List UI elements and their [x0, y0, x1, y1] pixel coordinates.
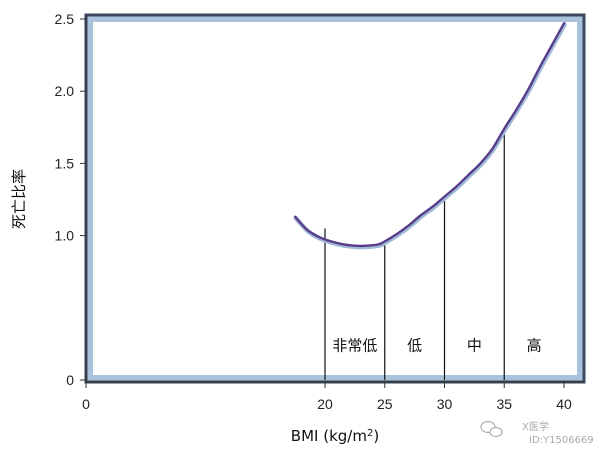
x-tick-label-30: 30: [437, 396, 453, 412]
y-tick-label-1.5: 1.5: [55, 155, 75, 171]
y-tick-label-1.0: 1.0: [55, 228, 75, 244]
y-axis-title: 死亡比率: [10, 169, 28, 229]
y-tick-label-2.5: 2.5: [55, 11, 75, 27]
plot-frame-inner: [85, 14, 585, 383]
band-label-2: 低: [407, 336, 422, 354]
y-ticks: 0 1.0 1.5 2.0 2.5: [55, 11, 86, 388]
x-tick-label-40: 40: [556, 396, 572, 412]
x-tick-label-35: 35: [496, 396, 512, 412]
curve-shadow: [293, 22, 567, 250]
x-ticks: 0 20 25 30 35 40: [82, 382, 572, 412]
curve-group: [293, 22, 567, 250]
divider-lines: [324, 128, 505, 380]
x-tick-label-20: 20: [317, 396, 333, 412]
mortality-curve: [293, 22, 566, 248]
band-label-4: 高: [527, 336, 542, 354]
watermark: X医学 ID:Y1506669: [480, 420, 594, 446]
band-label-1: 非常低: [332, 336, 377, 354]
plot-frame-outer: [84, 13, 586, 384]
watermark-line-2: ID:Y1506669: [529, 435, 594, 446]
y-tick-label-2.0: 2.0: [55, 83, 75, 99]
x-axis-title: BMI (kg/m2): [291, 427, 379, 445]
band-label-3: 中: [467, 336, 482, 354]
x-tick-label-0: 0: [82, 396, 90, 412]
wechat-icon: [480, 420, 503, 438]
y-tick-label-0: 0: [66, 372, 74, 388]
watermark-line-1: X医学: [522, 420, 549, 433]
band-labels: 非常低 低 中 高: [332, 336, 541, 354]
x-axis-title-superscript: 2: [367, 428, 373, 439]
x-tick-label-25: 25: [377, 396, 393, 412]
